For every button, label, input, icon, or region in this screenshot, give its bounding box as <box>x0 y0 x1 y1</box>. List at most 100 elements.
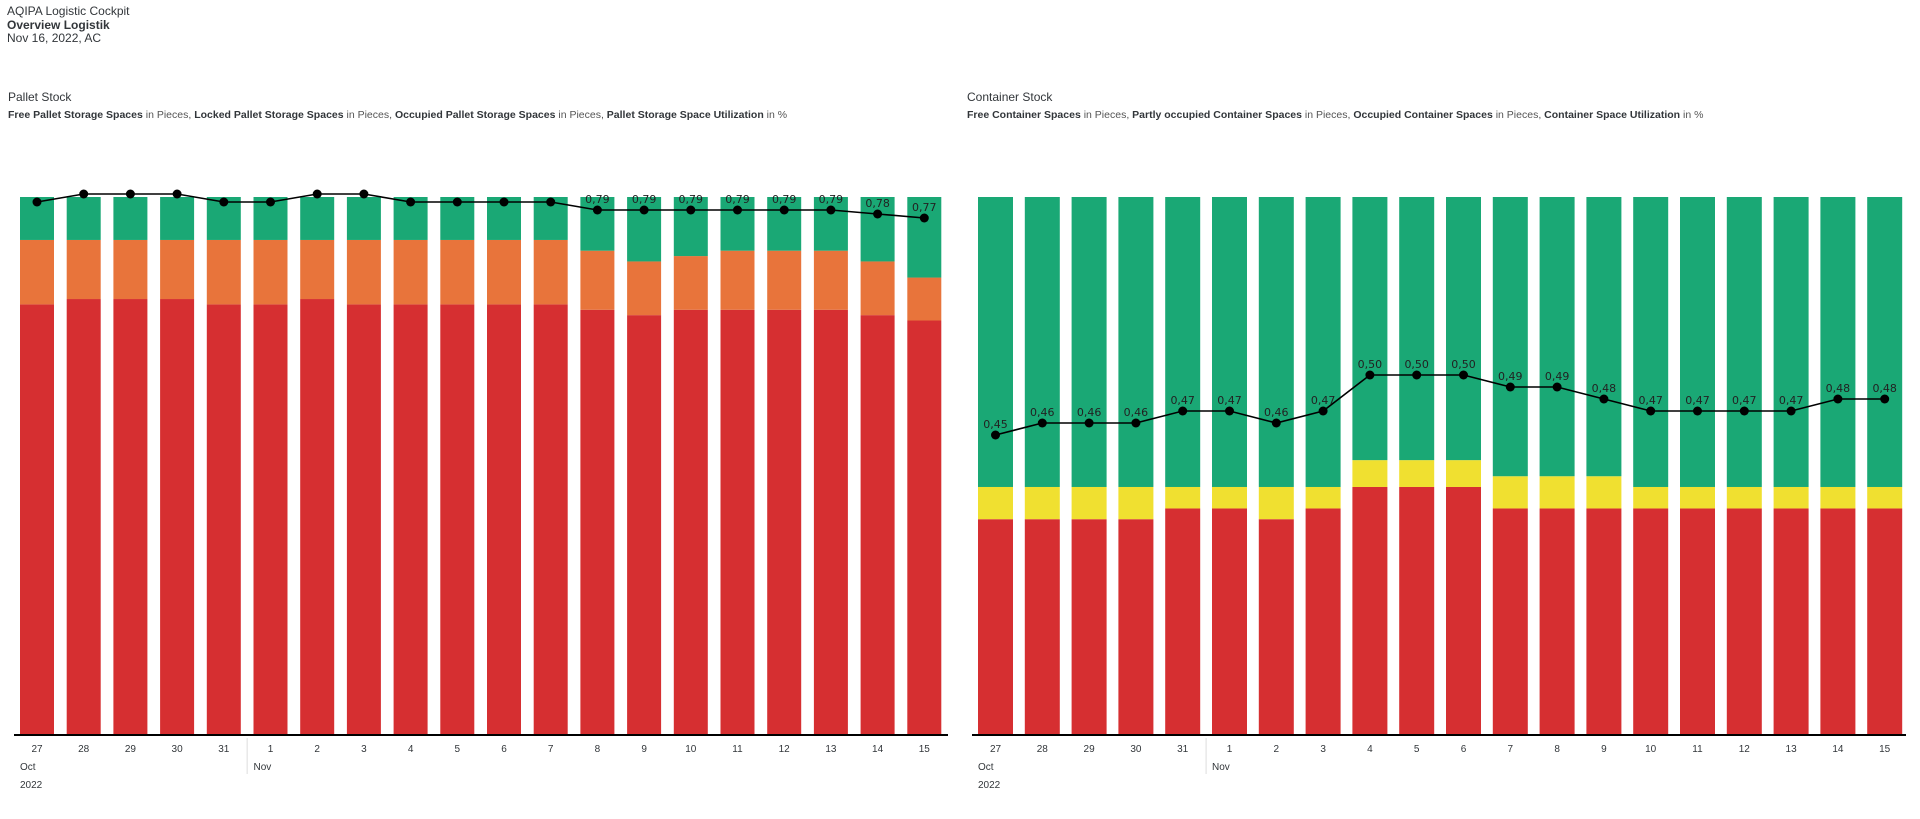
bar-segment-green[interactable] <box>1399 197 1435 461</box>
bar-segment-orange[interactable] <box>720 250 755 310</box>
bar-segment-yellow[interactable] <box>1446 460 1481 487</box>
bar-segment-red[interactable] <box>1118 519 1154 734</box>
utilization-point[interactable] <box>1505 382 1515 392</box>
utilization-point[interactable] <box>873 209 883 219</box>
bar-segment-red[interactable] <box>580 309 615 734</box>
utilization-point[interactable] <box>79 189 89 199</box>
bar-segment-red[interactable] <box>907 320 942 734</box>
bar-segment-red[interactable] <box>1586 508 1622 734</box>
bar-segment-green[interactable] <box>1633 197 1669 487</box>
bar-segment-green[interactable] <box>860 197 895 262</box>
utilization-point[interactable] <box>733 205 742 215</box>
bar-segment-green[interactable] <box>1071 197 1107 487</box>
bar-segment-red[interactable] <box>300 299 335 734</box>
bar-segment-red[interactable] <box>66 299 101 734</box>
bar-segment-green[interactable] <box>1212 197 1247 487</box>
bar-segment-green[interactable] <box>978 197 1013 487</box>
utilization-point[interactable] <box>499 197 509 207</box>
utilization-point[interactable] <box>1225 406 1234 416</box>
bar-segment-red[interactable] <box>767 309 802 734</box>
bar-segment-green[interactable] <box>1726 197 1762 487</box>
bar-segment-orange[interactable] <box>767 250 802 310</box>
bar-segment-red[interactable] <box>1726 508 1762 734</box>
bar-segment-orange[interactable] <box>20 239 54 305</box>
utilization-point[interactable] <box>1318 406 1328 416</box>
bar-segment-green[interactable] <box>300 197 335 240</box>
bar-segment-red[interactable] <box>1773 508 1809 734</box>
bar-segment-red[interactable] <box>487 304 521 734</box>
bar-segment-orange[interactable] <box>300 239 335 300</box>
bar-segment-yellow[interactable] <box>1212 486 1247 509</box>
utilization-point[interactable] <box>639 205 649 215</box>
bar-segment-red[interactable] <box>978 519 1013 734</box>
bar-segment-green[interactable] <box>1352 197 1388 461</box>
bar-segment-red[interactable] <box>627 315 662 734</box>
bar-segment-yellow[interactable] <box>1258 486 1294 520</box>
bar-segment-red[interactable] <box>1305 508 1341 734</box>
bar-segment-red[interactable] <box>160 299 195 734</box>
bar-segment-green[interactable] <box>1024 197 1060 487</box>
bar-segment-yellow[interactable] <box>1352 460 1388 487</box>
bar-segment-red[interactable] <box>346 304 381 734</box>
bar-segment-red[interactable] <box>1680 508 1715 734</box>
bar-segment-green[interactable] <box>907 197 942 278</box>
utilization-point[interactable] <box>1786 406 1796 416</box>
bar-segment-orange[interactable] <box>113 239 148 300</box>
bar-segment-orange[interactable] <box>580 250 615 310</box>
bar-segment-yellow[interactable] <box>1165 486 1201 509</box>
bar-segment-red[interactable] <box>113 299 148 734</box>
utilization-point[interactable] <box>592 205 602 215</box>
utilization-point[interactable] <box>1693 406 1702 416</box>
bar-segment-yellow[interactable] <box>1024 486 1060 520</box>
bar-segment-red[interactable] <box>253 304 288 734</box>
bar-segment-yellow[interactable] <box>1492 476 1528 509</box>
bar-segment-green[interactable] <box>1867 197 1903 487</box>
bar-segment-red[interactable] <box>1165 508 1201 734</box>
bar-segment-orange[interactable] <box>346 239 381 305</box>
bar-segment-orange[interactable] <box>253 239 288 305</box>
utilization-point[interactable] <box>1412 370 1422 380</box>
bar-segment-red[interactable] <box>1867 508 1903 734</box>
bar-segment-orange[interactable] <box>627 261 662 316</box>
bar-segment-green[interactable] <box>113 197 148 240</box>
utilization-point[interactable] <box>1459 370 1468 380</box>
bar-segment-orange[interactable] <box>533 239 568 305</box>
bar-segment-green[interactable] <box>1773 197 1809 487</box>
utilization-point[interactable] <box>1599 394 1609 404</box>
bar-segment-green[interactable] <box>1820 197 1856 487</box>
utilization-point[interactable] <box>919 213 929 223</box>
utilization-point[interactable] <box>1271 418 1281 428</box>
bar-segment-yellow[interactable] <box>1680 486 1715 509</box>
utilization-point[interactable] <box>686 205 696 215</box>
bar-segment-green[interactable] <box>1539 197 1575 477</box>
utilization-point[interactable] <box>1178 406 1188 416</box>
bar-segment-red[interactable] <box>440 304 475 734</box>
bar-segment-green[interactable] <box>1165 197 1201 487</box>
bar-segment-green[interactable] <box>1492 197 1528 477</box>
bar-segment-yellow[interactable] <box>1071 486 1107 520</box>
bar-segment-yellow[interactable] <box>1539 476 1575 509</box>
bar-segment-orange[interactable] <box>66 239 101 300</box>
utilization-point[interactable] <box>779 205 789 215</box>
bar-segment-green[interactable] <box>66 197 101 240</box>
bar-segment-red[interactable] <box>1539 508 1575 734</box>
utilization-point[interactable] <box>1037 418 1047 428</box>
bar-segment-red[interactable] <box>1399 486 1435 734</box>
utilization-point[interactable] <box>32 197 42 207</box>
bar-segment-red[interactable] <box>1352 486 1388 734</box>
bar-segment-yellow[interactable] <box>1305 486 1341 509</box>
bar-segment-red[interactable] <box>1820 508 1856 734</box>
bar-segment-orange[interactable] <box>487 239 521 305</box>
utilization-point[interactable] <box>125 189 135 199</box>
bar-segment-red[interactable] <box>20 304 54 734</box>
utilization-point[interactable] <box>359 189 369 199</box>
utilization-point[interactable] <box>1131 418 1141 428</box>
bar-segment-green[interactable] <box>1680 197 1715 487</box>
bar-segment-yellow[interactable] <box>1820 486 1856 509</box>
bar-segment-yellow[interactable] <box>978 486 1013 520</box>
utilization-point[interactable] <box>1552 382 1562 392</box>
bar-segment-green[interactable] <box>1586 197 1622 477</box>
bar-segment-green[interactable] <box>1305 197 1341 487</box>
bar-segment-orange[interactable] <box>860 261 895 316</box>
bar-segment-orange[interactable] <box>673 256 708 310</box>
